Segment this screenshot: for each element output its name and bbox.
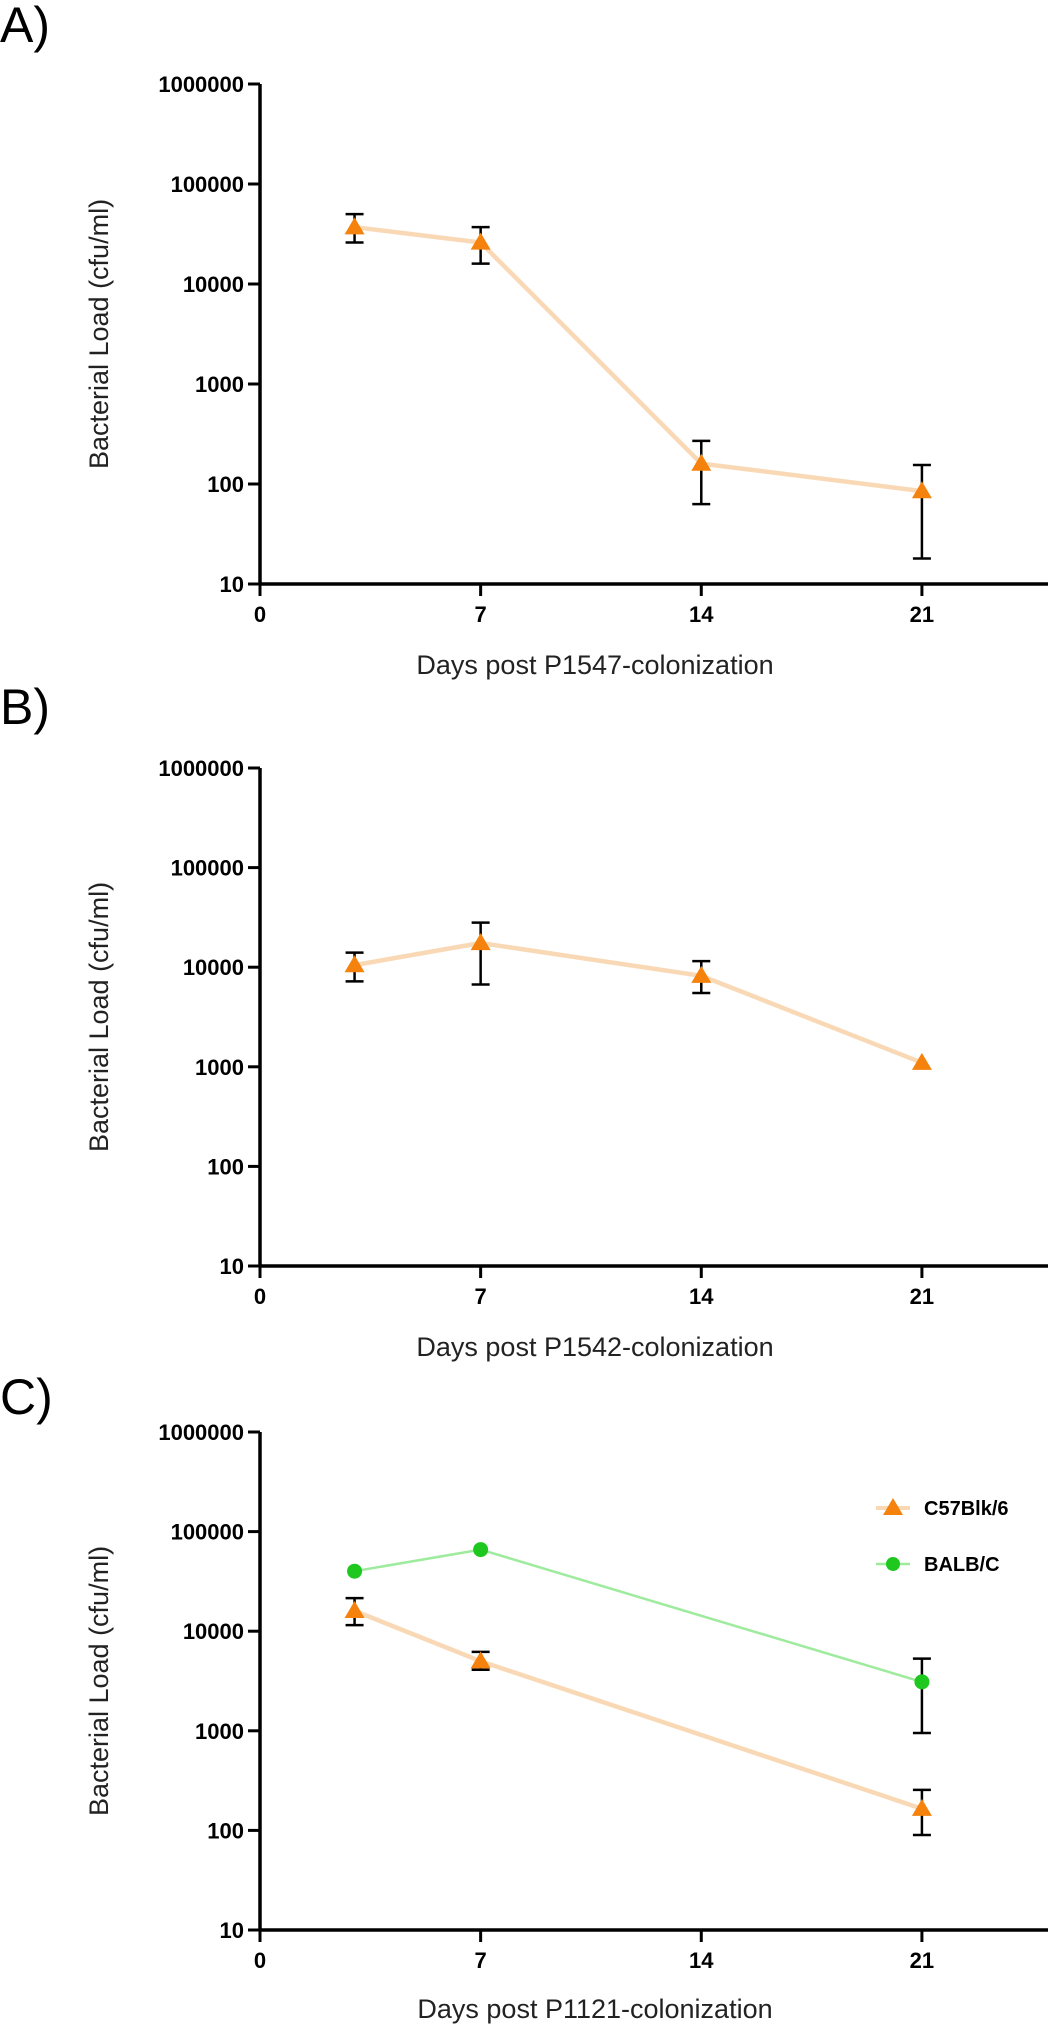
y-tick-label: 100000 bbox=[171, 1520, 244, 1545]
x-tick-label: 0 bbox=[254, 602, 266, 627]
chart-panel-3: C) 10 100 1000 10000 100000 1000000 0 7 14 21 Days … bbox=[0, 1369, 1048, 2024]
legend-item: C57Blk/6 bbox=[876, 1498, 1009, 1520]
data-point-triangle bbox=[470, 933, 491, 951]
y-tick-label: 10000 bbox=[183, 1619, 244, 1644]
legend-label: C57Blk/6 bbox=[924, 1498, 1009, 1520]
data-point-circle bbox=[914, 1674, 930, 1690]
y-axis-title: Bacterial Load (cfu/ml) bbox=[84, 199, 114, 469]
x-tick-label: 0 bbox=[254, 1284, 266, 1309]
data-point-triangle bbox=[691, 965, 712, 983]
error-bar bbox=[692, 439, 711, 506]
data-point-triangle bbox=[470, 1651, 491, 1669]
y-tick-label: 10 bbox=[220, 1918, 244, 1943]
series-line-c57blk-6 bbox=[354, 940, 923, 1065]
y-tick-label: 100000 bbox=[171, 856, 244, 881]
y-tick-label: 1000000 bbox=[158, 1420, 244, 1445]
x-tick-label: 21 bbox=[910, 1284, 934, 1309]
y-tick-label: 1000 bbox=[195, 372, 244, 397]
x-tick-label: 14 bbox=[689, 1948, 714, 1973]
data-point-triangle bbox=[470, 232, 491, 250]
error-bar bbox=[912, 463, 931, 560]
series-line-balb-c bbox=[354, 1548, 923, 1684]
y-tick-label: 100 bbox=[207, 1154, 244, 1179]
x-tick-label: 7 bbox=[475, 1948, 487, 1973]
y-tick-label: 100 bbox=[207, 472, 244, 497]
y-axis-title: Bacterial Load (cfu/ml) bbox=[84, 1546, 114, 1816]
x-tick-label: 14 bbox=[689, 1284, 714, 1309]
x-tick-label: 14 bbox=[689, 602, 714, 627]
series-line-c57blk-6 bbox=[354, 224, 923, 494]
y-tick-label: 10 bbox=[220, 572, 244, 597]
panel-label: A) bbox=[0, 0, 50, 53]
legend-label: BALB/C bbox=[924, 1554, 1000, 1576]
data-point-triangle bbox=[911, 481, 932, 499]
data-point-triangle bbox=[691, 453, 712, 471]
x-axis-title: Days post P1542-colonization bbox=[416, 1332, 773, 1362]
chart-panel-1: A) 10 100 1000 10000 100000 1000000 0 7 14 21 Days … bbox=[0, 0, 1048, 680]
y-tick-label: 1000000 bbox=[158, 72, 244, 97]
legend-marker-circle bbox=[886, 1557, 900, 1571]
legend-item: BALB/C bbox=[876, 1554, 1000, 1576]
error-bar bbox=[912, 1657, 931, 1735]
x-tick-label: 21 bbox=[910, 602, 934, 627]
y-tick-label: 10 bbox=[220, 1254, 244, 1279]
x-tick-label: 0 bbox=[254, 1948, 266, 1973]
x-tick-label: 7 bbox=[475, 602, 487, 627]
x-tick-label: 21 bbox=[910, 1948, 934, 1973]
x-axis-title: Days post P1547-colonization bbox=[416, 650, 773, 680]
y-tick-label: 1000 bbox=[195, 1055, 244, 1080]
data-point-triangle bbox=[344, 1601, 365, 1619]
y-tick-label: 100 bbox=[207, 1818, 244, 1843]
data-point-circle bbox=[347, 1563, 363, 1579]
y-tick-label: 100000 bbox=[171, 172, 244, 197]
data-point-circle bbox=[473, 1542, 489, 1558]
x-axis-title: Days post P1121-colonization bbox=[417, 1994, 772, 2024]
legend: C57Blk/6 BALB/C bbox=[876, 1498, 1009, 1576]
x-tick-label: 7 bbox=[475, 1284, 487, 1309]
series-line-c57blk-6 bbox=[353, 1608, 923, 1811]
error-bar bbox=[471, 921, 490, 986]
panel-label: C) bbox=[0, 1369, 53, 1425]
data-point-triangle bbox=[911, 1052, 932, 1070]
y-tick-label: 10000 bbox=[183, 955, 244, 980]
y-tick-label: 1000000 bbox=[158, 756, 244, 781]
y-axis-title: Bacterial Load (cfu/ml) bbox=[84, 882, 114, 1152]
y-tick-label: 1000 bbox=[195, 1719, 244, 1744]
legend-marker-triangle bbox=[883, 1498, 903, 1515]
data-point-triangle bbox=[911, 1798, 932, 1816]
panel-label: B) bbox=[0, 679, 50, 735]
data-point-triangle bbox=[344, 217, 365, 235]
data-point-triangle bbox=[344, 955, 365, 973]
y-tick-label: 10000 bbox=[183, 272, 244, 297]
chart-panel-2: B) 10 100 1000 10000 100000 1000000 0 7 14 21 Days … bbox=[0, 679, 1048, 1362]
